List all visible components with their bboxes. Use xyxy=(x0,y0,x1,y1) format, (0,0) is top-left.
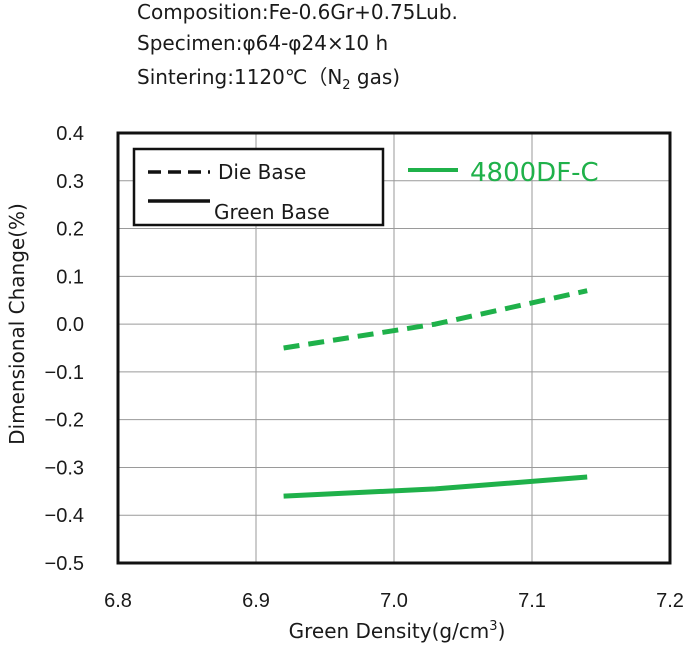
series-layer xyxy=(283,288,588,499)
x-tick-label: 7.2 xyxy=(656,590,684,612)
legend-die-base-label: Die Base xyxy=(218,160,306,184)
x-tick-label: 7.0 xyxy=(380,590,408,612)
x-axis-title-main: Green Density(g/cm xyxy=(289,619,490,643)
y-tick-label: −0.3 xyxy=(45,457,84,479)
y-tick-label: 0.1 xyxy=(56,266,84,288)
x-axis-title-superscript: 3 xyxy=(489,619,497,634)
x-tick-label: 6.8 xyxy=(104,590,132,612)
x-axis-title: Green Density(g/cm3) xyxy=(289,619,506,643)
x-tick-labels: 6.8 6.9 7.0 7.1 7.2 xyxy=(104,590,684,612)
composition-text: Composition:Fe-0.6Gr+0.75Lub. xyxy=(137,0,458,24)
sintering-suffix: gas) xyxy=(350,65,401,89)
y-tick-label: −0.4 xyxy=(45,505,84,527)
specimen-text: Specimen:φ64-φ24×10 h xyxy=(137,31,389,55)
sintering-prefix: Sintering:1120℃（N xyxy=(137,65,343,89)
sintering-subscript: 2 xyxy=(342,78,351,93)
y-tick-labels: 0.4 0.3 0.2 0.1 0.0 −0.1 −0.2 −0.3 −0.4 −0.5 xyxy=(45,123,84,575)
y-tick-label: −0.1 xyxy=(45,362,84,384)
x-axis-title-close: ) xyxy=(498,619,506,643)
series-line-die-base xyxy=(283,288,588,351)
y-tick-label: 0.3 xyxy=(56,171,84,193)
x-tick-label: 6.9 xyxy=(242,590,270,612)
legend-green-base-label: Green Base xyxy=(214,200,330,224)
plot-frame xyxy=(116,131,672,565)
material-label: 4800DF-C xyxy=(470,158,599,188)
y-tick-label: 0.0 xyxy=(56,314,84,336)
material-label-group: 4800DF-C xyxy=(408,158,599,188)
sintering-text: Sintering:1120℃（N2 gas) xyxy=(137,61,400,93)
y-tick-label: −0.5 xyxy=(45,553,84,575)
series-line-green-base xyxy=(283,474,588,499)
x-tick-label: 7.1 xyxy=(518,590,546,612)
legend: Die Base Green Base xyxy=(132,147,385,227)
y-axis-title: Dimensional Change(%) xyxy=(5,203,29,445)
y-tick-label: 0.2 xyxy=(56,219,84,241)
legend-box xyxy=(132,147,385,227)
y-tick-label: −0.2 xyxy=(45,410,84,432)
y-tick-label: 0.4 xyxy=(56,123,84,145)
